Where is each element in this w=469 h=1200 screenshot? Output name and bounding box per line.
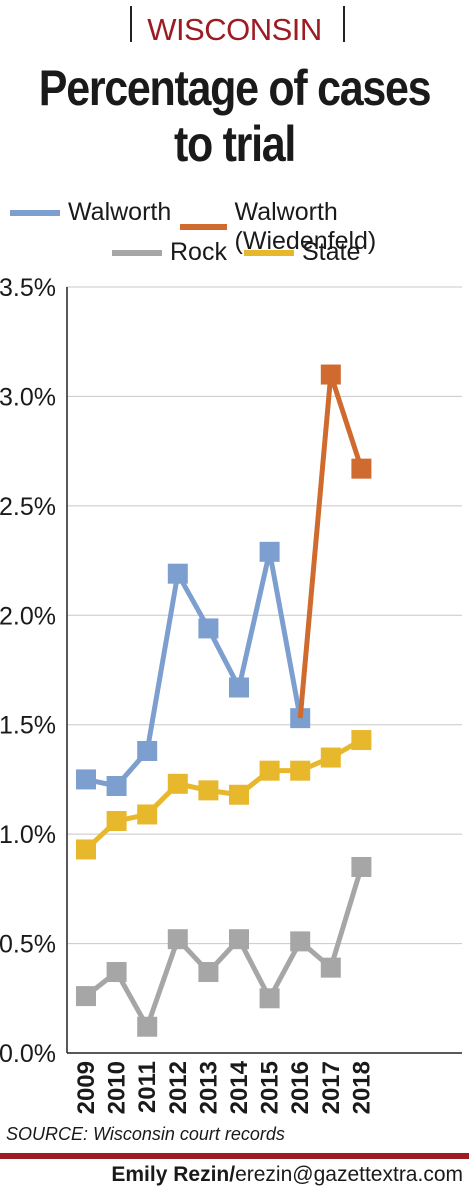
data-point-state [290,760,311,781]
x-tick-label: 2013 [195,1061,222,1114]
kicker: WISCONSIN [147,12,322,47]
y-tick-label: 0.5% [0,931,56,959]
byline-name: Emily Rezin/ [111,1163,236,1186]
series-line-wiedenfeld [297,372,364,719]
x-tick-label: 2012 [165,1061,192,1114]
data-point-state [137,804,158,825]
x-tick-label: 2018 [348,1061,375,1114]
data-point-rock [351,856,372,877]
data-point-walworth [259,541,280,562]
series-line-rock [84,866,364,1030]
legend-label-wiedenfeld: Walworth (Wiedenfeld) [234,198,377,255]
data-point-rock [290,931,311,952]
data-point-rock [320,957,341,978]
legend-swatch-wiedenfeld [180,224,227,230]
data-point-wiedenfeld [320,364,341,385]
legend-label-state: State [302,238,361,266]
data-point-rock [76,986,96,1007]
data-point-state [229,784,249,805]
y-tick-label: 0.0% [0,1040,56,1068]
legend-item-walworth: Walworth [10,198,171,227]
byline-email: erezin@gazettextra.com [235,1163,463,1186]
legend: Walworth Walworth (Wiedenfeld) Rock Stat… [0,198,469,278]
y-tick-label: 2.5% [0,493,56,521]
series-line-state [84,737,363,852]
y-tick-label: 2.0% [0,602,56,630]
data-point-state [351,730,372,751]
data-point-state [198,780,219,801]
legend-swatch-state [244,249,294,256]
legend-label-walworth: Walworth [68,198,172,226]
title-line-2: to trial [173,116,296,172]
title-line-1: Percentage of cases [38,60,432,116]
legend-swatch-rock [112,249,162,256]
y-tick-label: 1.5% [0,712,56,740]
legend-item-rock: Rock [112,238,227,267]
data-point-state [259,760,280,781]
y-tick-label: 1.0% [0,821,56,849]
data-point-walworth [106,775,127,796]
x-tick-label: 2011 [134,1061,161,1113]
legend-item-wiedenfeld: Walworth (Wiedenfeld) [180,198,469,256]
data-point-rock [137,1016,158,1037]
data-point-rock [259,988,280,1009]
data-point-walworth [198,618,219,639]
data-point-state [320,747,341,768]
x-tick-label: 2014 [226,1060,253,1114]
y-tick-label: 3.5% [0,274,56,302]
y-tick-label: 3.0% [0,383,56,411]
chart-title: Percentage of cases to trial [33,60,436,172]
data-point-walworth [167,563,188,584]
data-point-rock [167,929,188,950]
data-point-walworth [229,677,249,698]
legend-item-state: State [244,238,360,267]
data-point-rock [198,962,219,983]
series-line-walworth [85,549,303,789]
byline: Emily Rezin/erezin@gazettextra.com [111,1163,463,1187]
x-tick-label: 2009 [73,1061,100,1114]
data-point-state [76,839,96,860]
data-point-wiedenfeld [351,458,372,479]
data-point-state [106,811,127,832]
legend-label-rock: Rock [170,238,227,266]
source-note: SOURCE: Wisconsin court records [6,1124,285,1144]
legend-swatch-walworth [10,209,60,216]
header-frame [130,6,345,42]
data-point-rock [106,962,127,983]
data-point-state [167,773,188,794]
x-tick-label: 2015 [257,1061,284,1114]
data-point-rock [229,929,249,950]
x-tick-label: 2010 [104,1061,131,1114]
footer-rule [0,1153,469,1159]
x-tick-label: 2016 [287,1061,314,1114]
x-tick-label: 2017 [318,1061,345,1114]
data-point-walworth [76,769,96,790]
data-point-walworth [137,740,158,761]
